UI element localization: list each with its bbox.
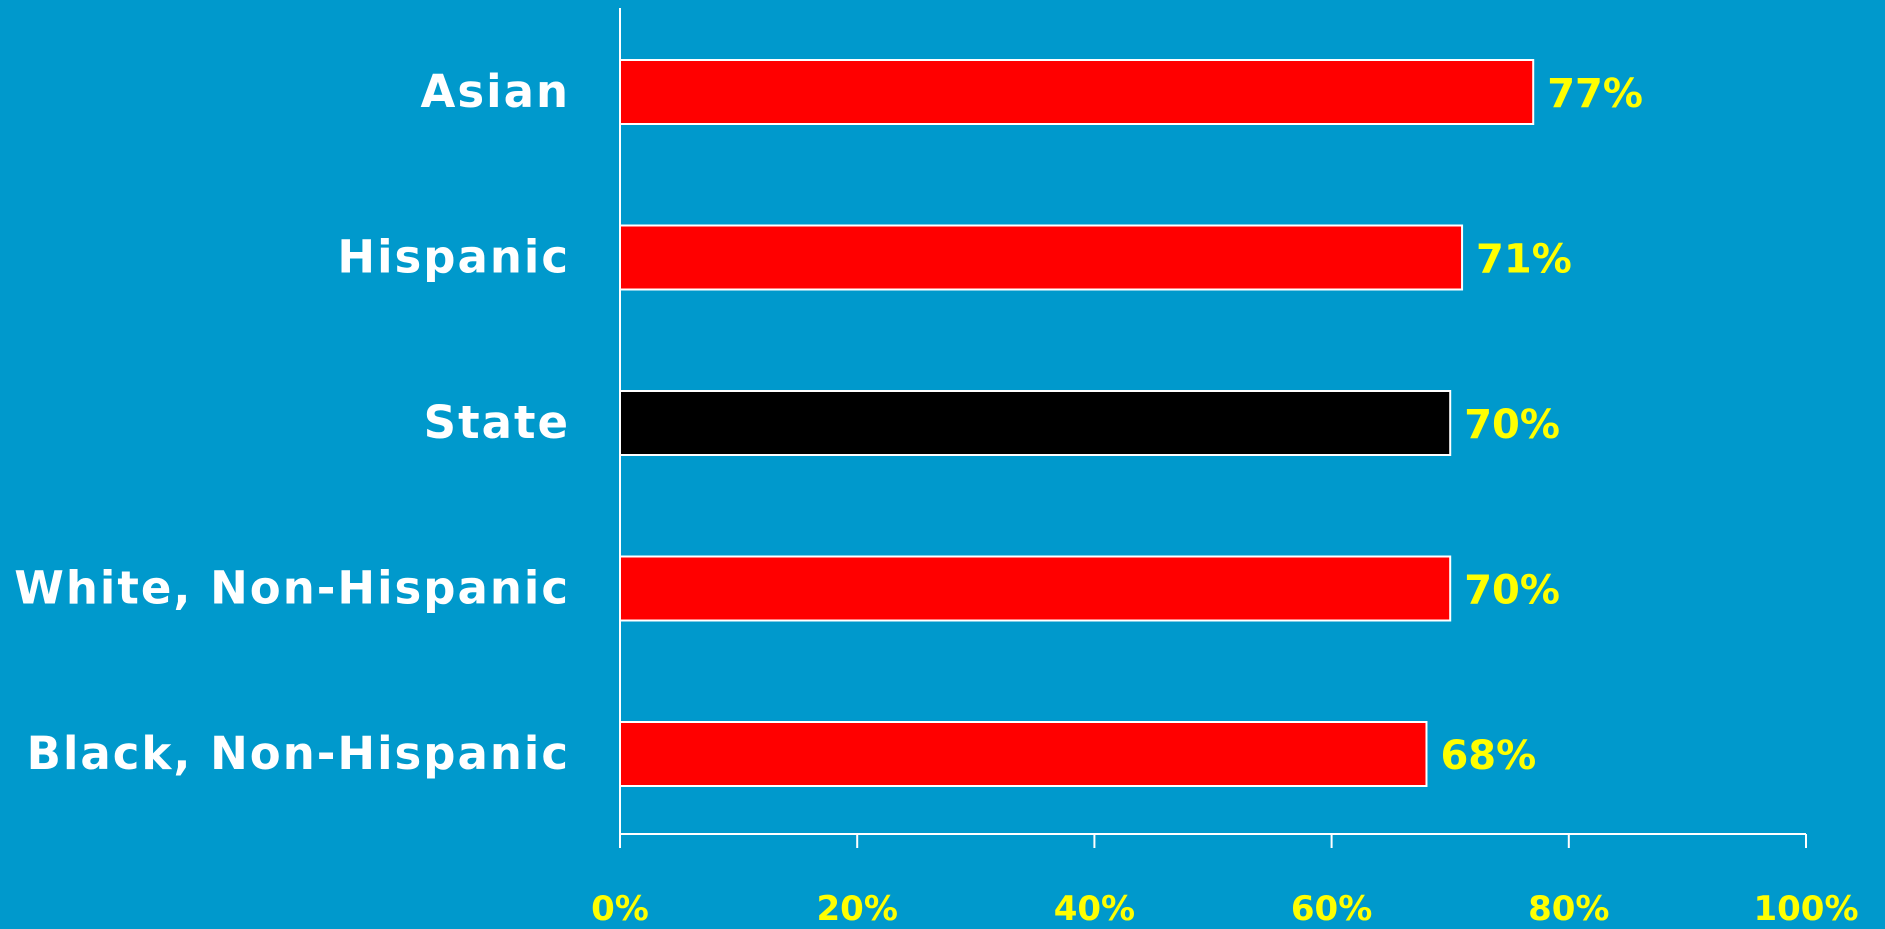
category-label: Asian [421,65,570,118]
bar [619,555,1452,622]
value-label: 71% [1476,237,1572,283]
value-label: 77% [1547,71,1643,117]
x-tick-label: 100% [1753,889,1858,924]
bar [619,224,1464,291]
value-label: 70% [1464,568,1560,614]
x-tick-label: 80% [1528,889,1609,924]
category-label: Hispanic [337,231,570,284]
category-label: State [424,396,570,449]
x-tick-label: 0% [591,889,649,924]
value-label: 68% [1440,733,1536,779]
value-label: 70% [1464,402,1560,448]
x-tick-label: 20% [817,889,898,924]
bar [619,721,1428,787]
category-label: White, Non-Hispanic [14,562,570,615]
bar-highlight [619,390,1452,456]
x-tick-label: 60% [1291,889,1372,924]
category-label: Black, Non-Hispanic [27,727,570,780]
x-tick-label: 40% [1054,889,1135,924]
bar [619,59,1535,125]
